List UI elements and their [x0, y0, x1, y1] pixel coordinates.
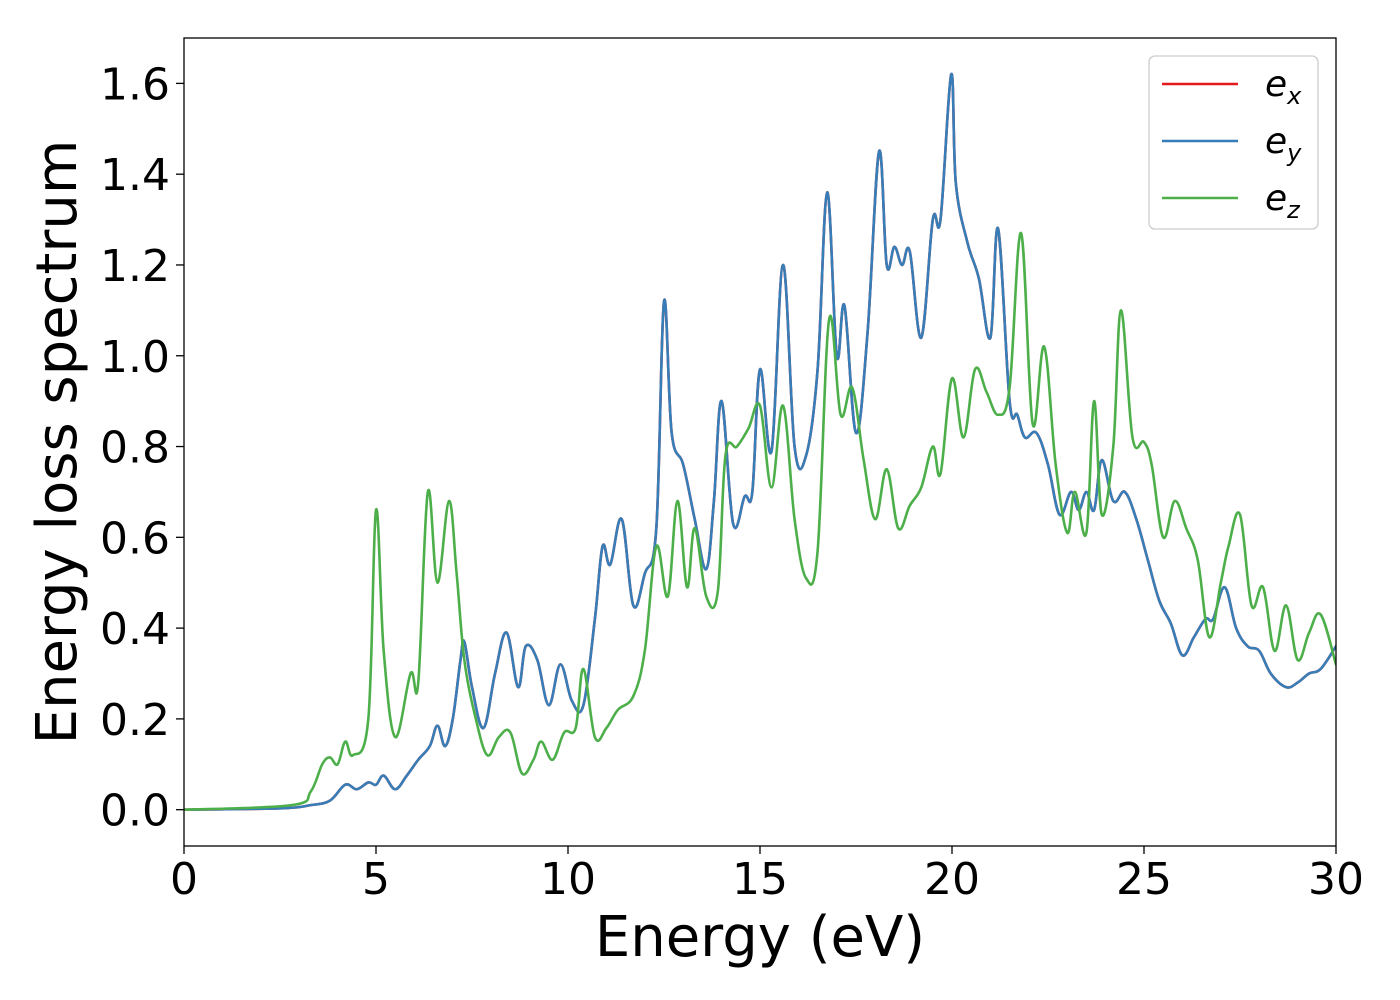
x-tick-label: 30: [1308, 854, 1364, 905]
x-tick-label: 25: [1116, 854, 1172, 905]
y-tick-label: 0.4: [100, 604, 170, 655]
x-tick-label: 15: [732, 854, 788, 905]
x-tick-label: 0: [170, 854, 198, 905]
x-tick-label: 10: [540, 854, 596, 905]
series-line-e-z: [184, 231, 1336, 811]
series-line-e-y: [184, 72, 1336, 811]
y-tick-label: 0.2: [100, 695, 170, 746]
series-layer: [184, 72, 1336, 811]
x-axis-title: Energy (eV): [595, 905, 925, 970]
legend-box: [1148, 55, 1319, 230]
y-tick-label: 1.4: [100, 150, 170, 201]
y-tick-label: 1.6: [100, 59, 170, 110]
legend: ex ey ez: [1148, 55, 1319, 230]
y-axis-title: Energy loss spectrum: [25, 140, 90, 745]
legend-items: ex ey ez: [1162, 64, 1302, 224]
legend-label-e-y: ey: [1265, 121, 1302, 167]
y-tick-label: 0.0: [100, 786, 170, 837]
legend-label-e-z: ez: [1265, 178, 1301, 224]
x-tick-label: 20: [924, 854, 980, 905]
x-axis-ticks: 0 5 10 15 20 25 30: [170, 846, 1364, 905]
y-tick-label: 1.0: [100, 332, 170, 383]
y-tick-label: 1.2: [100, 241, 170, 292]
legend-label-e-x: ex: [1265, 64, 1302, 110]
x-tick-label: 5: [362, 854, 390, 905]
y-tick-label: 0.8: [100, 423, 170, 474]
y-axis-ticks: 0.0 0.2 0.4 0.6 0.8 1.0 1.2 1.4 1.6: [100, 59, 184, 837]
y-tick-label: 0.6: [100, 513, 170, 564]
